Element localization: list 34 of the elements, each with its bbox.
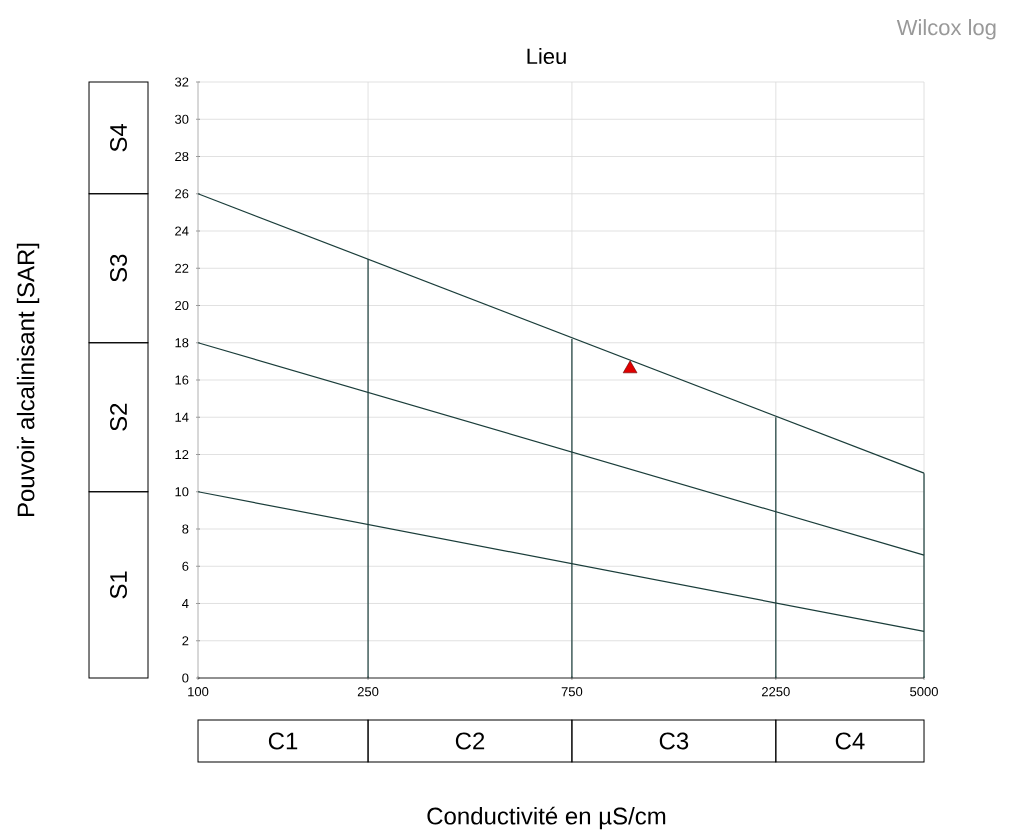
y-tick-label: 10: [175, 487, 189, 497]
text: Wilcox log: [896, 19, 996, 40]
y-tick-label: 4: [182, 599, 189, 608]
x-tick-label: 250: [357, 687, 379, 697]
y-tick-label: 30: [175, 114, 189, 124]
text: Pouvoir alcalinisant [SAR]: [16, 243, 40, 517]
y-tick-label: 8: [182, 524, 189, 534]
y-tick-label: 18: [175, 338, 189, 348]
y-tick-label: 6: [182, 561, 189, 571]
x-tick-label: 5000: [910, 687, 938, 697]
text: S3: [110, 254, 127, 282]
y-tick-label: 2: [182, 636, 189, 646]
y-tick-label: 16: [175, 375, 189, 385]
y-tick-label: 14: [175, 412, 189, 422]
y-tick-label: 0: [182, 673, 189, 683]
text: S2: [110, 403, 127, 431]
y-tick-label: 28: [175, 151, 189, 162]
y-tick-label: 22: [175, 263, 189, 273]
y-tick-label: 12: [175, 449, 189, 460]
x-axis-title: Conductivité en µS/cm: [427, 806, 666, 830]
text: C1: [268, 732, 298, 750]
x-tick-label: 750: [561, 687, 583, 697]
x-tick-label: 100: [188, 687, 209, 697]
text: C3: [659, 732, 689, 750]
text: S4: [110, 123, 127, 152]
y-tick-label: 32: [175, 77, 189, 87]
chart-title: Lieu: [527, 47, 566, 65]
y-tick-label: 26: [175, 189, 189, 199]
y-tick-label: 24: [175, 226, 189, 236]
y-tick-label: 20: [175, 300, 189, 311]
text: C2: [455, 732, 485, 750]
x-tick-label: 2250: [762, 687, 790, 697]
text: C4: [835, 732, 865, 750]
text: S1: [110, 571, 127, 599]
